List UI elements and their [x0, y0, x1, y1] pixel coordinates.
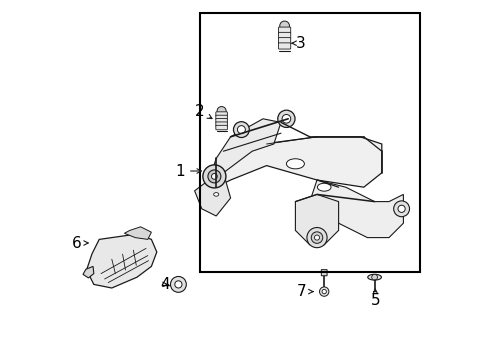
Text: 1: 1: [175, 163, 201, 179]
Circle shape: [393, 201, 410, 217]
Circle shape: [238, 126, 245, 134]
FancyBboxPatch shape: [278, 43, 291, 49]
Polygon shape: [310, 180, 403, 238]
Circle shape: [398, 205, 405, 212]
Circle shape: [233, 122, 249, 138]
Circle shape: [280, 21, 290, 31]
Polygon shape: [87, 234, 157, 288]
Polygon shape: [195, 173, 231, 216]
Ellipse shape: [318, 183, 331, 191]
FancyBboxPatch shape: [278, 37, 291, 44]
Text: 7: 7: [297, 284, 313, 299]
FancyBboxPatch shape: [216, 122, 227, 126]
Bar: [200, 13, 419, 272]
Text: 6: 6: [72, 235, 88, 251]
Circle shape: [217, 107, 226, 116]
Ellipse shape: [286, 159, 304, 169]
Circle shape: [175, 281, 182, 288]
FancyBboxPatch shape: [216, 115, 227, 120]
FancyBboxPatch shape: [216, 125, 227, 130]
Text: 2: 2: [195, 104, 212, 119]
Circle shape: [319, 287, 329, 296]
FancyBboxPatch shape: [216, 118, 227, 123]
Circle shape: [315, 235, 319, 240]
Ellipse shape: [368, 274, 381, 280]
Circle shape: [171, 276, 186, 292]
Polygon shape: [216, 137, 382, 187]
FancyBboxPatch shape: [278, 27, 291, 33]
Circle shape: [203, 165, 226, 188]
Ellipse shape: [214, 193, 219, 196]
FancyBboxPatch shape: [216, 112, 227, 116]
Circle shape: [307, 228, 327, 248]
Circle shape: [208, 170, 221, 183]
Circle shape: [282, 114, 291, 123]
FancyBboxPatch shape: [321, 270, 327, 276]
Text: 3: 3: [292, 36, 306, 51]
Circle shape: [212, 174, 217, 179]
Polygon shape: [83, 266, 94, 278]
Circle shape: [372, 274, 377, 280]
Polygon shape: [124, 227, 151, 239]
Circle shape: [322, 289, 326, 294]
Text: 5: 5: [370, 289, 380, 308]
FancyBboxPatch shape: [278, 32, 291, 39]
Circle shape: [278, 110, 295, 127]
Polygon shape: [295, 194, 339, 245]
Polygon shape: [209, 119, 281, 180]
Text: 4: 4: [160, 277, 170, 292]
Circle shape: [311, 232, 323, 243]
